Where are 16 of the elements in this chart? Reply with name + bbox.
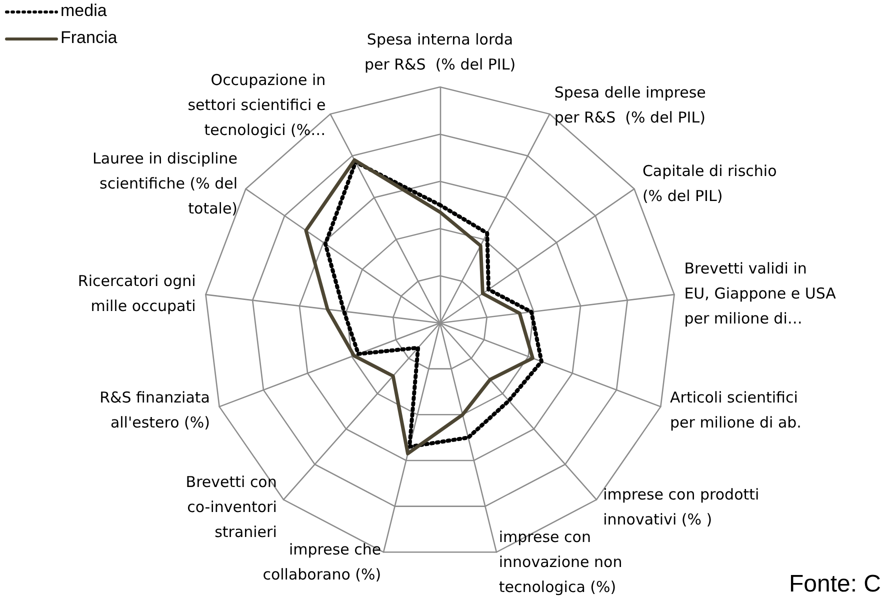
spoke-label: imprese con prodotti innovativi (% ): [603, 486, 760, 529]
spoke-label: Ricercatori ogni mille occupati: [78, 272, 196, 315]
spoke-label: Brevetti validi in EU, Giappone e USA per milione di…: [684, 259, 837, 328]
source-note: Fonte: C: [788, 570, 881, 598]
spoke-label: Occupazione in settori scientifici e tecnologici (%…: [188, 71, 326, 140]
spoke-label: R&S finanziata all'estero (%): [100, 388, 210, 432]
spoke-label: Spesa delle imprese per R&S (% del PIL): [554, 84, 706, 127]
legend-label: media: [60, 1, 108, 20]
legend-label: Francia: [60, 28, 118, 47]
spoke-label: imprese con innovazione non tecnologica (%): [498, 528, 622, 596]
spoke-label: Brevetti con co-inventori stranieri: [186, 473, 277, 542]
spoke-label: Lauree in discipline scientifiche (% del totale): [92, 149, 238, 218]
spoke-label: Spesa interna lorda per R&S (% del PIL): [364, 30, 516, 74]
spoke-label: imprese che collaborano (%): [262, 540, 382, 584]
spoke-label: Articoli scientifici per milione di ab.: [670, 388, 802, 432]
spoke-label: Capitale di rischio (% del PIL): [642, 162, 777, 205]
